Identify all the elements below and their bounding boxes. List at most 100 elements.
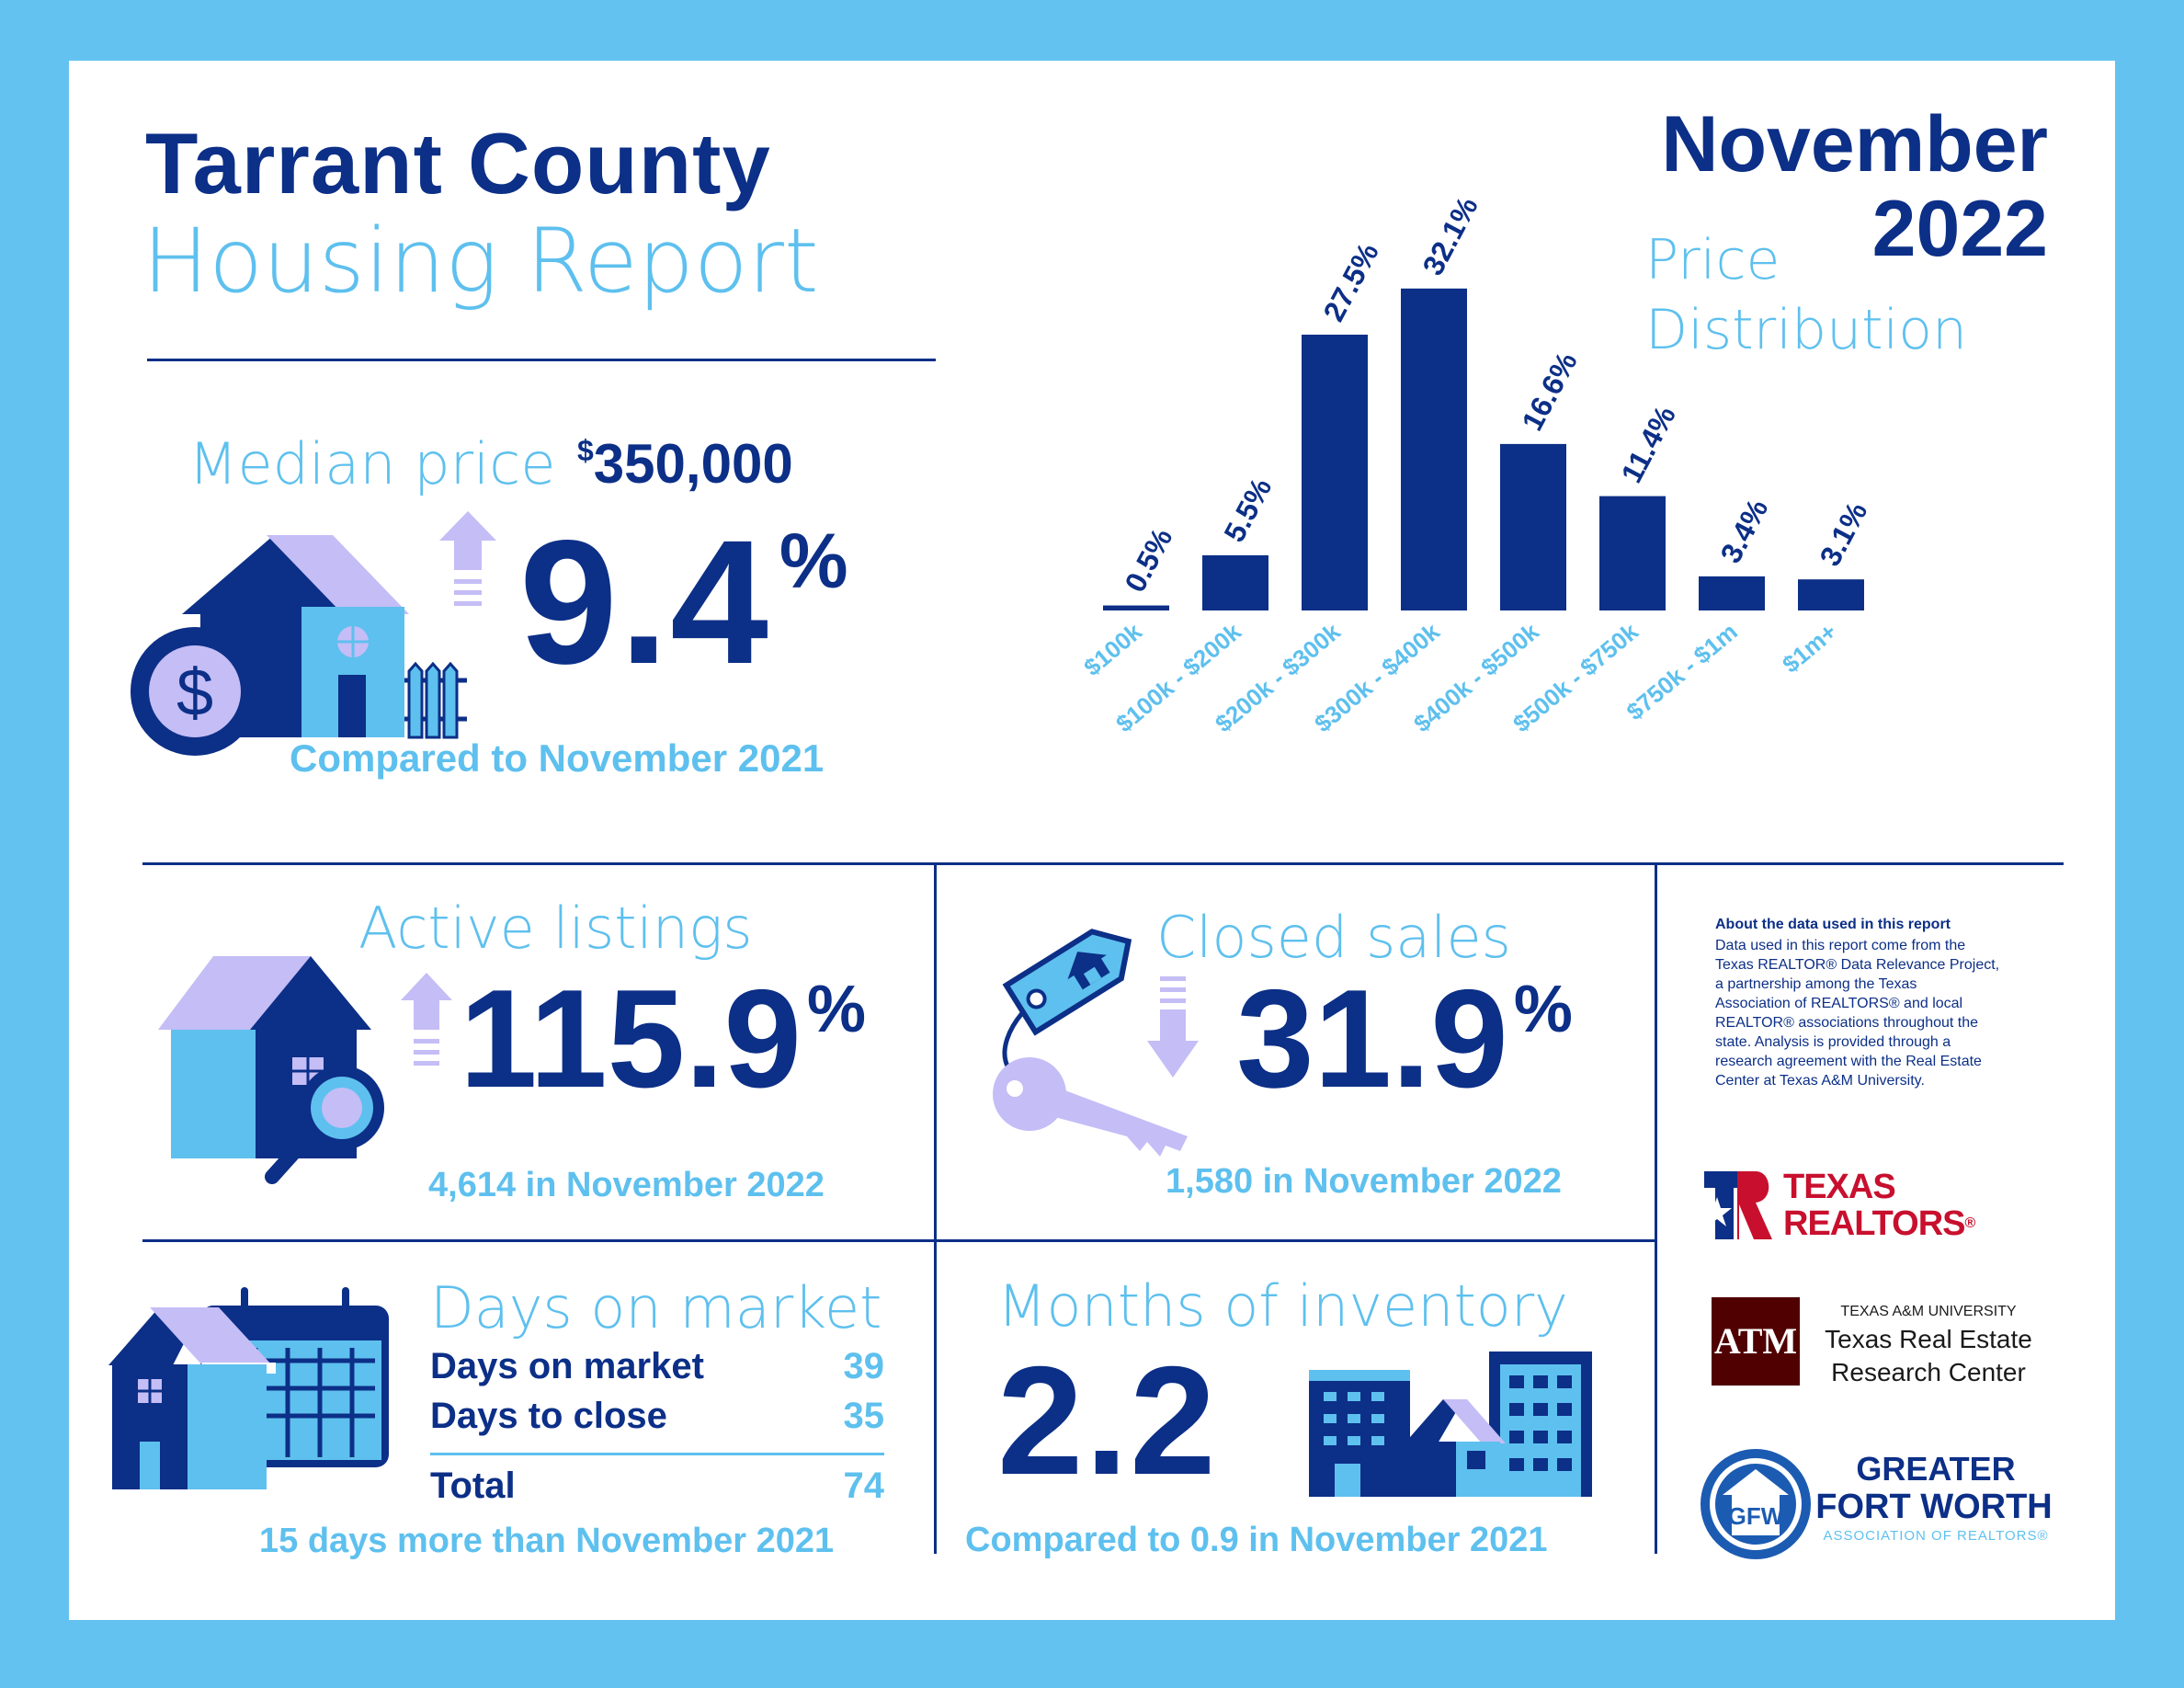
bar-value-label: 3.4% [1713,494,1774,568]
bar-value-label: 16.6% [1515,347,1583,436]
bar-value-label: 0.5% [1118,523,1178,598]
median-pct: % [779,518,848,604]
months-value: 2.2 [997,1334,1218,1507]
about-line: Center at Texas A&M University. [1715,1073,1925,1089]
days-total-rule [430,1453,884,1455]
price-tag-icon [1002,929,1132,1036]
about-line: Texas REALTOR® Data Relevance Project, [1715,957,2000,973]
bar-value-label: 5.5% [1217,473,1278,547]
bar-5 [1599,496,1666,610]
row-divider [142,1239,1656,1242]
about-body: Data used in this report come from the T… [1715,936,2055,1090]
building-right-icon [1489,1352,1592,1497]
down-arrow-icon [1147,976,1199,1078]
texas-realtors-line2: REALTORS [1783,1204,1965,1243]
tamu-monogram: ATM [1713,1320,1798,1362]
chart-title-line2: Distribution [1645,298,1968,362]
months-label: Months of inventory [997,1272,1568,1340]
about-line: research agreement with the Real Estate [1715,1054,1982,1069]
report-month: November [1661,100,2048,188]
bar-value-label: 3.1% [1813,496,1873,571]
category-tick-label: $750k - $1m [1621,618,1743,726]
tamu-line1: TEXAS A&M UNIVERSITY [1840,1304,2017,1319]
median-value-wrap: $350,000 [577,432,793,511]
closed-detail: 1,580 in November 2022 [1166,1162,1562,1201]
days-row-2-value: 35 [843,1396,885,1436]
bar-7 [1798,579,1864,610]
bar-6 [1699,576,1765,610]
tag-key-illustration [993,929,1188,1157]
key-icon [993,1057,1188,1157]
median-value: 350,000 [593,433,793,495]
median-label: Median price [188,430,556,497]
active-change-wrap: 115.9% [460,965,866,1112]
days-label: Days on market [430,1274,882,1341]
up-arrow-icon [401,973,452,1066]
gfw-line1: GREATER [1856,1450,2016,1488]
median-compare: Compared to November 2021 [290,736,825,780]
house-money-illustration: $ [131,535,467,756]
tamu-line3: Research Center [1831,1358,2026,1386]
about-line: a partnership among the Texas [1715,976,1917,992]
bar-1 [1202,555,1268,610]
section-divider [142,862,2064,865]
buildings-illustration [1309,1352,1592,1497]
about-line: Data used in this report come from the [1715,938,1966,953]
about-line: REALTOR® associations throughout the [1715,1015,1979,1031]
column-divider-2 [1655,864,1657,1554]
texas-realtors-line2-wrap: REALTORS® [1783,1206,1975,1249]
building-left-icon [1309,1370,1410,1497]
days-row-1-label: Days on market [430,1346,704,1386]
bar-4 [1500,443,1566,610]
median-change: 9.4 [519,503,770,701]
bar-value-label: 11.4% [1614,400,1682,487]
header-divider [147,359,936,361]
gfw-logo-mark: GFW [1701,1449,1811,1559]
calendar-house-illustration [108,1287,389,1489]
about-line: Association of REALTORS® and local [1715,996,1963,1011]
svg-text:$: $ [176,656,213,730]
texas-realtors-line1: TEXAS [1783,1168,1896,1206]
days-total-value: 74 [843,1466,885,1506]
gfw-line2: FORT WORTH [1815,1488,2053,1526]
chart-title-line1: Price [1645,228,1780,292]
closed-change: 31.9 [1236,961,1508,1117]
texas-realtors-logo-mark [1702,1171,1772,1239]
up-arrow-icon [439,511,496,606]
active-detail: 4,614 in November 2022 [428,1166,825,1204]
bar-value-label: 32.1% [1416,191,1484,280]
category-tick-label: $1m+ [1777,618,1842,679]
median-currency: $ [577,434,594,467]
house-icon [1405,1399,1506,1497]
closed-pct: % [1513,973,1573,1046]
column-divider-1 [934,864,937,1554]
active-house-illustration [158,956,384,1184]
days-row-2-label: Days to close [430,1396,667,1436]
bar-0 [1103,605,1169,610]
house-icon [182,535,409,737]
gfw-monogram: GFW [1728,1502,1784,1530]
title-line1: Tarrant County [145,115,771,211]
texas-realtors-mark: ® [1964,1215,1976,1231]
bar-value-label: 27.5% [1316,237,1384,326]
bar-2 [1302,335,1368,610]
closed-change-wrap: 31.9% [1236,965,1573,1112]
days-row-1-value: 39 [843,1346,885,1386]
closed-label: Closed sales [1156,904,1511,971]
active-label: Active listings [358,895,753,962]
days-total-label: Total [430,1466,516,1506]
house-icon [108,1307,276,1489]
active-pct: % [806,973,867,1046]
fence-icon [404,661,467,739]
magnifier-icon [265,1066,384,1184]
dollar-coin-icon: $ [131,627,259,756]
title-line2: Housing Report [142,210,819,313]
active-change: 115.9 [460,961,802,1117]
about-line: state. Analysis is provided through a [1715,1034,1951,1050]
median-change-wrap: 9.4% [519,510,848,694]
tamu-line2: Texas Real Estate [1825,1325,2032,1353]
gfw-line3: ASSOCIATION OF REALTORS® [1823,1528,2049,1544]
tamu-logo-box [1712,1297,1800,1386]
months-compare: Compared to 0.9 in November 2021 [965,1521,1548,1559]
